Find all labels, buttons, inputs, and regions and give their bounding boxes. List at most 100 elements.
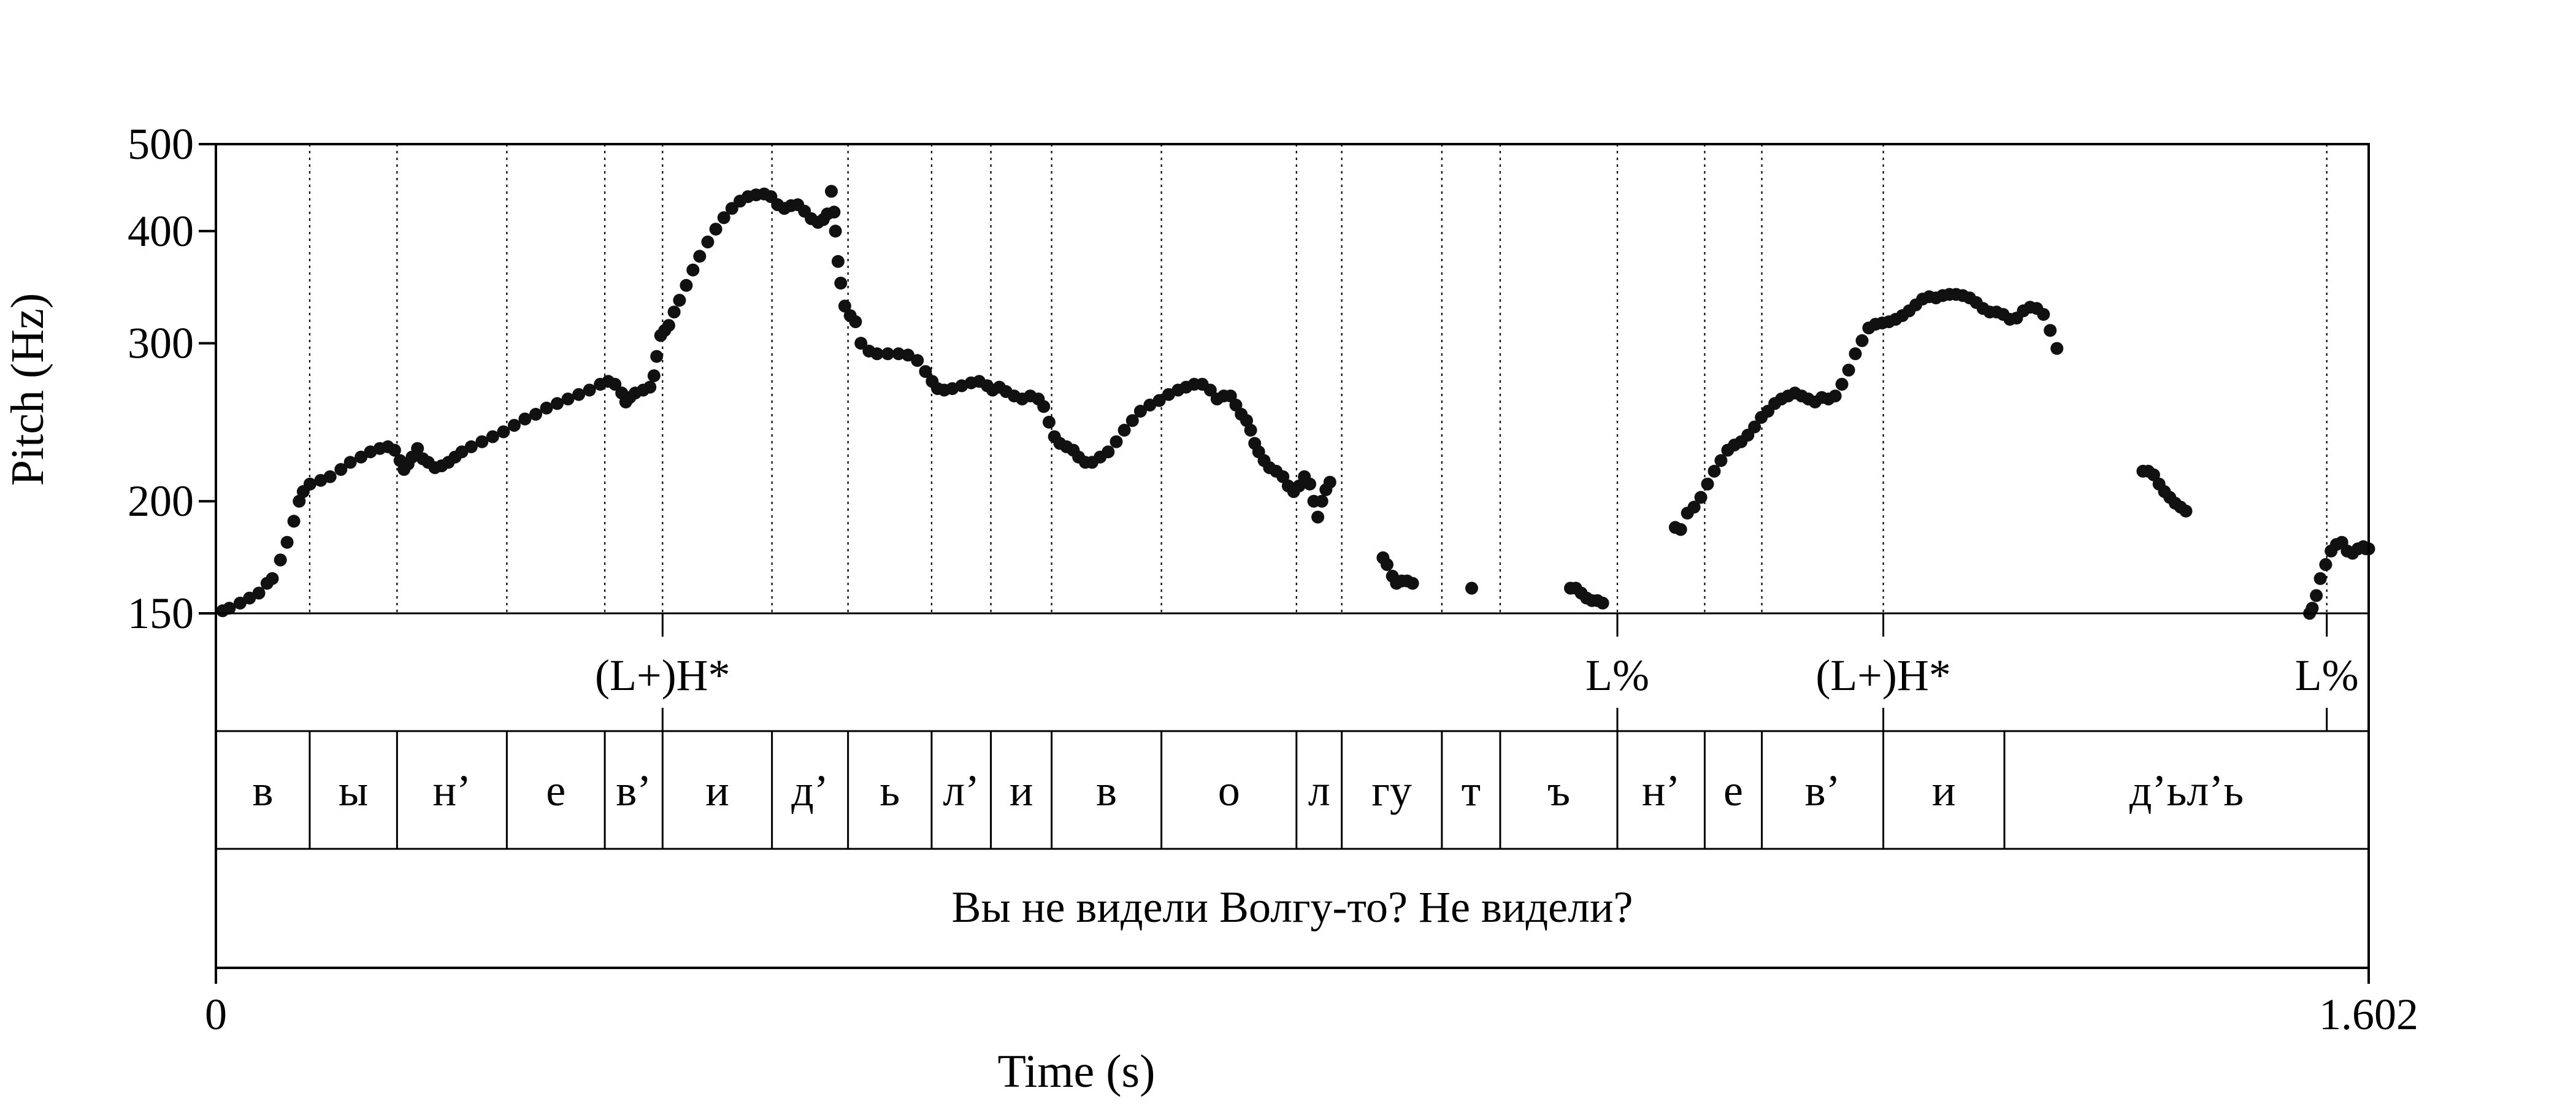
pitch-point [667,305,681,319]
pitch-point [881,347,894,361]
pitch-point [2306,602,2319,615]
pitch-point [1855,334,1869,347]
pitch-point [1674,523,1687,536]
pitch-point [2037,308,2050,321]
pitch-point [1240,414,1253,427]
pitch-point [497,425,510,439]
pitch-point [1303,477,1316,491]
pitch-point [2310,589,2323,602]
pitch-point [1701,477,1714,491]
phone-label: л [1308,766,1330,815]
y-tick-label: 300 [128,319,194,368]
pitch-point [287,515,301,528]
tone-label: (L+)H* [595,651,730,700]
figure-frame [215,143,2370,969]
pitch-point [561,393,575,405]
pitch-point [1042,415,1056,429]
pitch-point [1244,423,1257,437]
pitch-point [2050,342,2064,355]
tone-label: L% [2295,651,2359,700]
pitch-point [838,299,851,313]
pitch-point [1687,500,1701,514]
pitch-point [223,602,236,615]
phone-label: и [1932,766,1956,815]
pitch-point [572,388,586,401]
phone-label: в’ [1805,766,1841,815]
pitch-point [693,250,707,263]
pitch-point [1381,558,1393,571]
pitch-point [1714,454,1728,467]
pitch-point [388,443,401,457]
phone-label: е [546,766,565,815]
phone-label: д’ьл’ь [2129,766,2244,815]
x-tick-label: 0 [205,990,227,1039]
pitch-point [1152,394,1166,407]
x-axis-label: Time (s) [998,1046,1156,1097]
pitch-point [475,435,489,448]
y-tick-label: 200 [128,477,194,526]
phone-label: и [705,766,729,815]
pitch-point [1748,420,1761,434]
plot-frame [215,143,2370,969]
pitch-point [854,337,868,350]
pitch-point [2313,572,2327,585]
pitch-point [1849,347,1862,361]
pitch-point [650,350,664,363]
tone-label: L% [1585,651,1649,700]
pitch-point [901,348,914,362]
y-axis-label: Pitch (Hz) [2,293,53,486]
pitch-point [252,586,266,600]
pitch-point [464,440,478,453]
sentence-label: Вы не видели Волгу-то? Не видели? [952,883,1633,932]
pitch-point [608,378,622,391]
pitch-point [834,277,848,290]
phone-label: л’ [943,766,979,815]
pitch-point [849,315,862,329]
pitch-point [911,354,924,367]
pitch-point [411,442,424,455]
pitch-point [2044,324,2057,337]
pitch-point [334,462,348,476]
pitch-points [216,185,2375,620]
pitch-point [673,294,686,307]
phone-label: и [1010,766,1033,815]
pitch-point [529,407,542,421]
pitch-point [1133,404,1147,418]
y-tick-label: 500 [128,120,194,169]
pitch-point [662,319,675,332]
phone-label: гу [1371,766,1412,815]
pitch-point [293,494,306,508]
phone-label: е [1723,766,1743,815]
pitch-point [717,211,730,224]
phone-label: в’ [616,766,651,815]
pitch-point [507,419,521,432]
y-tick-label: 150 [128,589,194,638]
pitch-point [355,450,368,464]
pitch-point [1835,378,1849,391]
pitch-point [1125,414,1139,427]
pitch-point [2179,504,2193,518]
pitch-point [1110,435,1123,448]
pitch-point [1311,510,1325,524]
pitch-point [583,383,596,397]
pitch-point [540,401,553,415]
pitch-point [701,236,715,248]
pitch-point [1203,383,1217,397]
pitch-point [1708,464,1721,478]
pitch-point [1465,581,1478,595]
pitch-point [1596,596,1609,610]
pitch-point [680,278,693,292]
pitch-point [1315,494,1328,508]
pitch-point [919,365,932,378]
pitch-point [551,397,564,410]
pitch-point [870,347,884,361]
pitch-point [274,553,287,567]
pitch-point [266,572,279,585]
pitch-point [280,535,294,549]
tone-label: (L+)H* [1815,651,1951,700]
pitch-point [518,412,532,426]
pitch-point [303,477,316,491]
pitch-point [323,470,337,483]
phone-label: д’ [791,766,829,815]
